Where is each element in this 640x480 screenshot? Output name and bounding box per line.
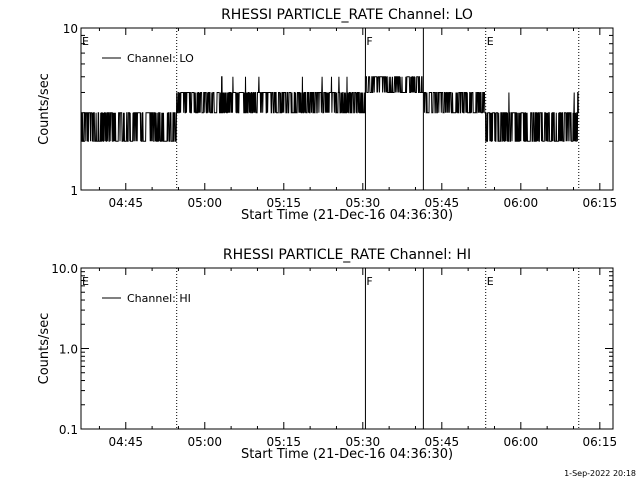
event-marker-label: E (487, 275, 494, 288)
event-marker-label: F (366, 275, 372, 288)
x-tick-label: 05:00 (187, 435, 222, 449)
series-line-channel-lo (80, 76, 579, 142)
plot-timestamp: 1-Sep-2022 20:18 (564, 469, 636, 478)
x-tick-label: 04:45 (108, 196, 143, 210)
chart-panel-2: RHESSI PARTICLE_RATE Channel: HI 04:45 05:… (37, 247, 617, 462)
plot-frame (80, 27, 614, 191)
y-tick-label: 1.0 (59, 343, 78, 357)
x-tick-label: 05:30 (346, 435, 381, 449)
x-tick-label: 04:45 (108, 435, 143, 449)
x-axis-label: Start Time (21-Dec-16 04:36:30) (241, 208, 453, 223)
x-tick-label: 06:15 (583, 435, 618, 449)
x-tick-label: 05:00 (187, 196, 222, 210)
x-tick-label: 05:45 (425, 435, 460, 449)
x-axis-label: Start Time (21-Dec-16 04:36:30) (241, 447, 453, 462)
x-tick-label: 05:45 (425, 196, 460, 210)
x-tick-label: 05:15 (266, 196, 301, 210)
x-tick-label: 05:30 (346, 196, 381, 210)
y-axis-label: Counts/sec (37, 313, 52, 385)
event-marker-label: E (82, 35, 89, 48)
y-tick-label: 0.1 (59, 423, 78, 437)
chart-title: RHESSI PARTICLE_RATE Channel: HI (223, 247, 471, 263)
y-tick-label: 1 (70, 184, 78, 198)
x-tick-label: 05:15 (266, 435, 301, 449)
legend-label: Channel: LO (127, 52, 194, 65)
legend-label: Channel: HI (127, 292, 191, 305)
chart-title: RHESSI PARTICLE_RATE Channel: LO (221, 7, 473, 23)
y-tick-label: 10.0 (51, 262, 78, 276)
y-axis-label: Counts/sec (37, 73, 52, 145)
event-marker-label: F (366, 35, 372, 48)
event-marker-label: E (487, 35, 494, 48)
x-tick-label: 06:00 (504, 435, 539, 449)
x-tick-label: 06:15 (583, 196, 618, 210)
event-marker-label: E (82, 275, 89, 288)
y-tick-label: 10 (63, 22, 78, 36)
chart-panel-1: RHESSI PARTICLE_RATE Channel: LO 04:45 05:… (37, 7, 617, 223)
x-tick-label: 06:00 (504, 196, 539, 210)
